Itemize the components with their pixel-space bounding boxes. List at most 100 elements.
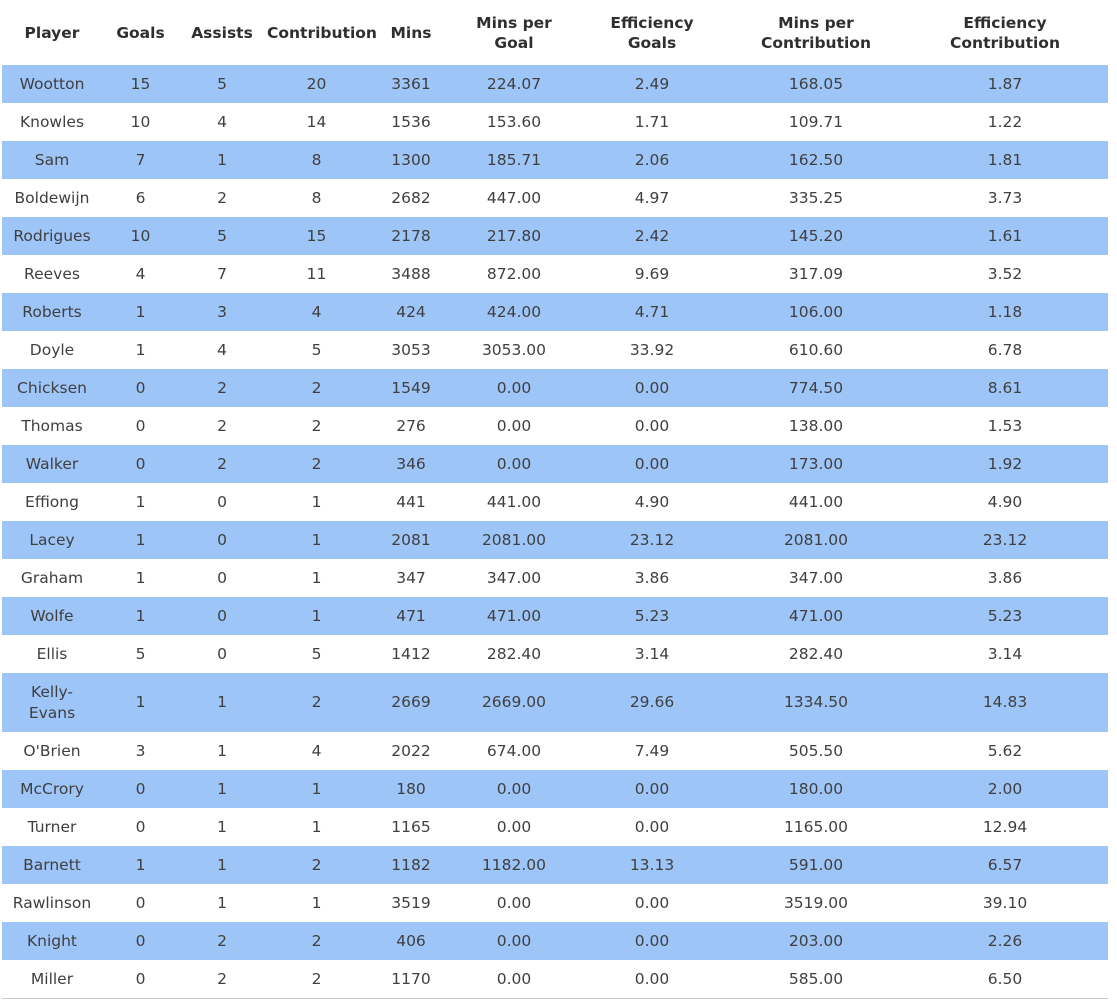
stat-value-cell: 162.50 [730,141,902,179]
stat-value-cell: 8 [265,141,368,179]
stat-value-cell: 1 [217,741,227,760]
stat-value-cell: 591.00 [730,846,902,884]
stat-value-cell: 1 [102,293,179,331]
stat-value-cell: 6 [135,188,146,207]
stat-value-cell: 3053 [391,340,431,359]
stat-value-cell: 1 [265,770,368,808]
stat-value-cell: 153.60 [486,112,542,131]
stat-value-cell: 1.81 [902,141,1108,179]
stat-value-cell: 2 [265,369,368,407]
table-row: Graham 1 0 1 347 347.00 3.86 347.00 3.86 [2,559,1108,597]
stat-value-cell: 3.14 [987,644,1023,663]
table-row: Knowles 10 4 14 1536 153.60 1.71 109.71 1.22 [2,103,1108,141]
stat-value-cell: 0 [179,521,265,559]
stat-value-cell: 217.80 [454,217,574,255]
stat-value-cell: 5 [311,644,322,663]
stat-value-cell: 1182 [368,846,454,884]
stat-value-cell: 2 [217,416,227,435]
column-header-goals: Goals [116,24,165,42]
stat-value-cell: 1 [179,673,265,732]
table-row: Sam 7 1 8 1300 185.71 2.06 162.50 1.81 [2,141,1108,179]
stat-value-cell: 0 [135,416,146,435]
player-name-cell: Turner [27,817,77,836]
stat-value-cell: 2 [217,188,227,207]
stat-value-cell: 1.61 [902,217,1108,255]
stat-value-cell: 1 [102,673,179,732]
stat-value-cell: 2178 [368,217,454,255]
stat-value-cell: 5.62 [987,741,1023,760]
stat-value-cell: 471 [368,597,454,635]
stat-value-cell: 774.50 [730,369,902,407]
stat-value-cell: 7 [217,264,227,283]
stat-value-cell: 0.00 [574,445,730,483]
stat-value-cell: 1 [102,521,179,559]
stat-value-cell: 3.73 [987,188,1023,207]
stat-value-cell: 424 [368,293,454,331]
stat-value-cell: 180 [368,770,454,808]
stat-value-cell: 138.00 [788,416,844,435]
stat-value-cell: 0.00 [574,369,730,407]
stat-value-cell: 4.90 [987,492,1023,511]
stat-value-cell: 1.18 [902,293,1108,331]
stat-value-cell: 0 [102,369,179,407]
stat-value-cell: 23.12 [574,521,730,559]
stat-value-cell: 3361 [368,65,454,103]
stat-value-cell: 4 [217,112,227,131]
player-name-cell: Knowles [19,112,85,131]
table-row: Lacey 1 0 1 2081 2081.00 23.12 2081.00 23.12 [2,521,1108,559]
stat-value-cell: 471.00 [730,597,902,635]
stat-value-cell: 1.87 [902,65,1108,103]
stat-value-cell: 1165.00 [783,817,849,836]
stat-value-cell: 0 [135,969,146,988]
stat-value-cell: 2081.00 [454,521,574,559]
stat-value-cell: 347 [396,568,426,587]
stat-value-cell: 447.00 [486,188,542,207]
player-name-cell: Miller [30,969,74,988]
stat-value-cell: 109.71 [788,112,844,131]
stat-value-cell: 0 [135,817,146,836]
stat-value-cell: 346 [368,445,454,483]
stat-value-cell: 335.25 [788,188,844,207]
player-name-cell: Kelly-Evans [2,673,102,732]
table-row: Roberts 1 3 4 424 424.00 4.71 106.00 1.18 [2,293,1108,331]
stat-value-cell: 441.00 [486,492,542,511]
stat-value-cell: 0.00 [496,817,532,836]
stat-value-cell: 0.00 [454,922,574,960]
table-row: Wootton 15 5 20 3361 224.07 2.49 168.05 1.87 [2,65,1108,103]
stat-value-cell: 1 [311,893,322,912]
stat-value-cell: 10 [102,217,179,255]
stat-value-cell: 0.00 [454,445,574,483]
stat-value-cell: 1 [135,492,146,511]
stat-value-cell: 317.09 [788,264,844,283]
stat-value-cell: 2 [179,369,265,407]
player-name-cell: Knight [2,922,102,960]
stat-value-cell: 145.20 [730,217,902,255]
stat-value-cell: 505.50 [788,741,844,760]
table-row: Miller 0 2 2 1170 0.00 0.00 585.00 6.50 [2,960,1108,999]
stat-value-cell: 8 [311,188,322,207]
stat-value-cell: 610.60 [788,340,844,359]
table-row: Boldewijn 6 2 8 2682 447.00 4.97 335.25 3.73 [2,179,1108,217]
stat-value-cell: 0 [102,445,179,483]
stat-value-cell: 1170 [391,969,431,988]
column-header-contribution: Contribution [267,24,377,42]
stat-value-cell: 2 [265,922,368,960]
stat-value-cell: 1.92 [902,445,1108,483]
table-row: Rodrigues 10 5 15 2178 217.80 2.42 145.20 1.61 [2,217,1108,255]
stat-value-cell: 2 [179,922,265,960]
stat-value-cell: 0 [102,770,179,808]
stat-value-cell: 5 [135,644,146,663]
stat-value-cell: 4 [217,340,227,359]
stat-value-cell: 1 [311,568,322,587]
column-header-efficiency-goals: Efficiency Goals [610,14,694,52]
stat-value-cell: 1 [135,340,146,359]
player-name-cell: Effiong [25,492,79,511]
stat-value-cell: 2.49 [574,65,730,103]
stat-value-cell: 14.83 [902,673,1108,732]
stat-value-cell: 1549 [368,369,454,407]
stat-value-cell: 0.00 [496,416,532,435]
stat-value-cell: 2 [265,445,368,483]
stat-value-cell: 14 [306,112,327,131]
stat-value-cell: 10 [130,112,151,131]
stat-value-cell: 1 [179,770,265,808]
